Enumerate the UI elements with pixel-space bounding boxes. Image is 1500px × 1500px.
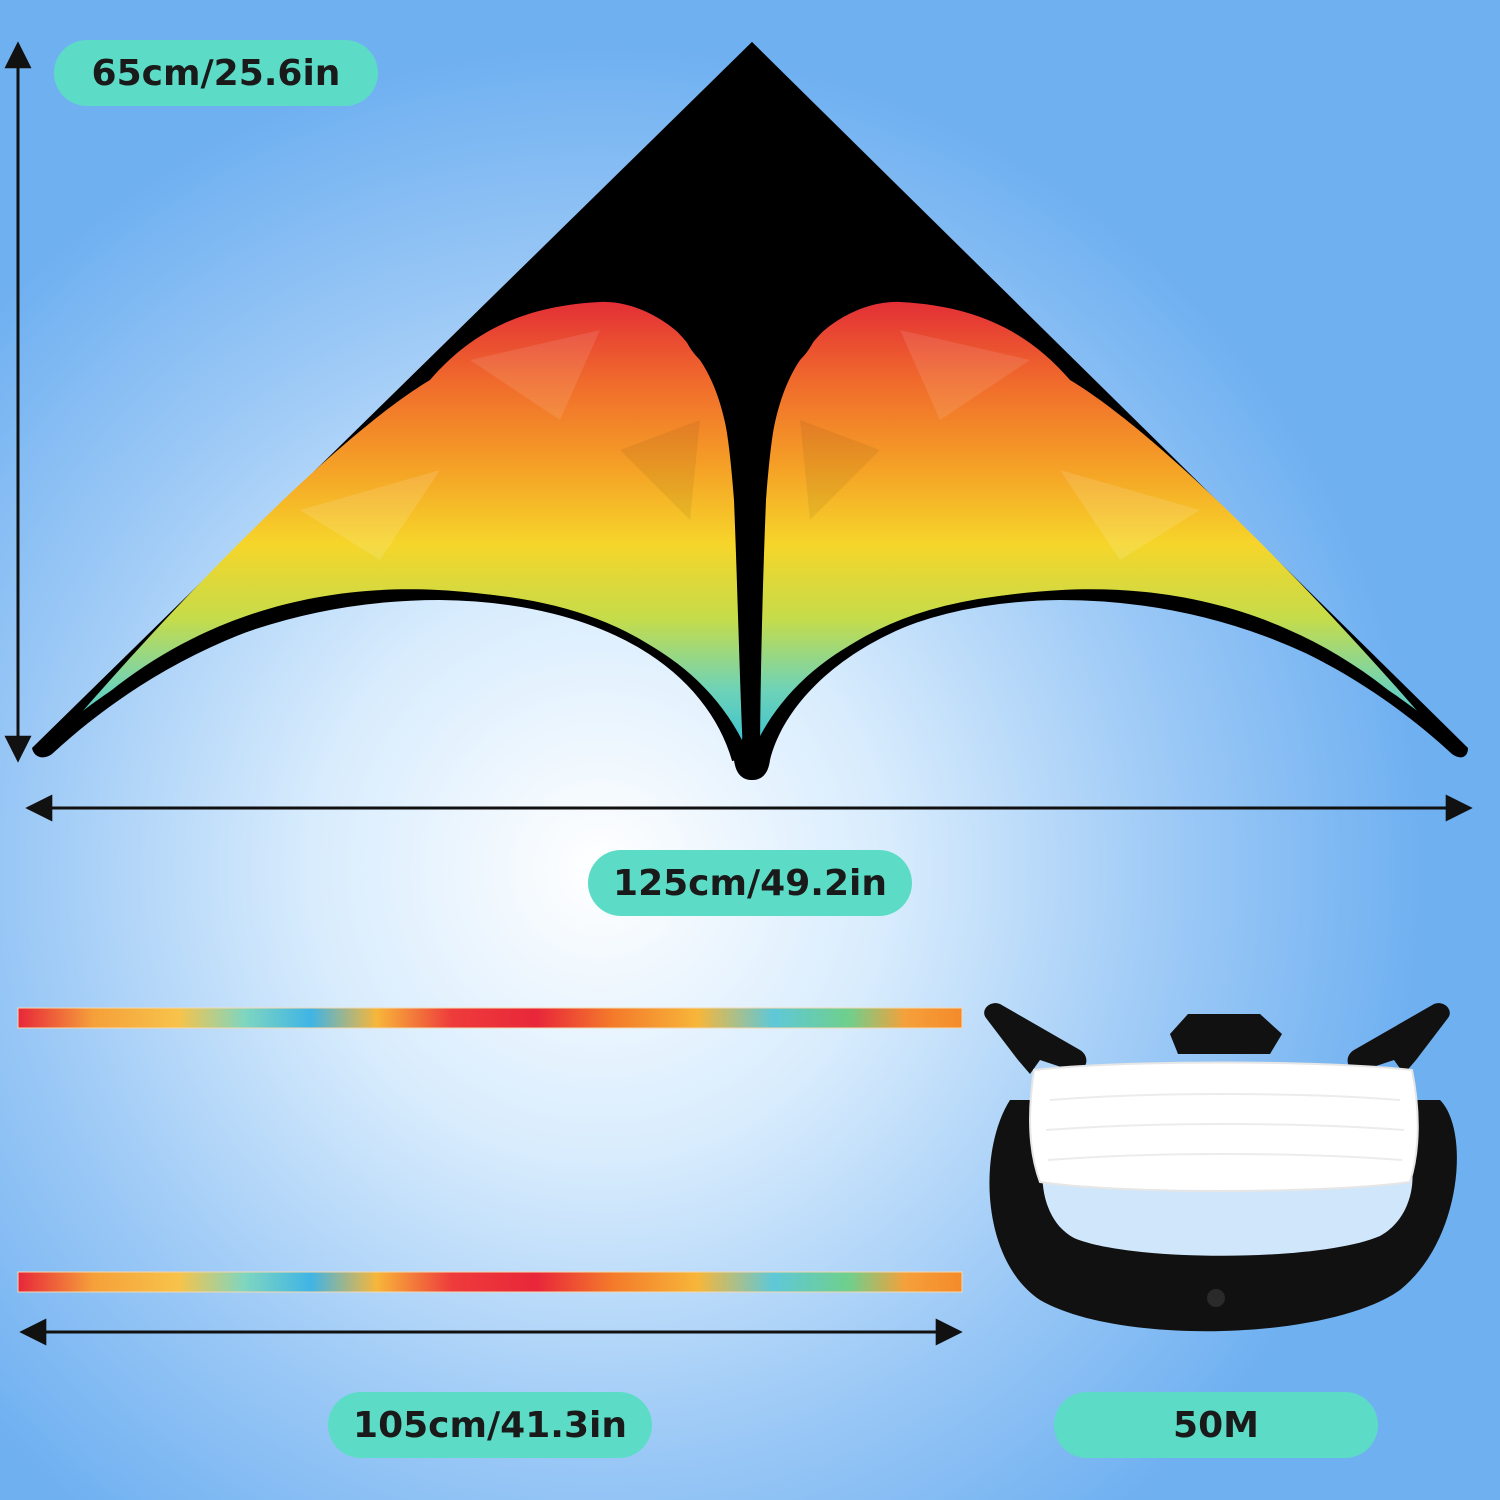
- kite-height-label: 65cm/25.6in: [54, 40, 378, 106]
- delta-kite-icon: [32, 42, 1468, 780]
- tail-ribbon-1: [18, 1008, 962, 1028]
- kite-reel-icon: [984, 1003, 1457, 1332]
- line-length-label: 50M: [1054, 1392, 1378, 1458]
- tail-length-label: 105cm/41.3in: [328, 1392, 652, 1458]
- tail-ribbon-2: [18, 1272, 962, 1292]
- tail-ribbon-icon: [17, 1007, 963, 1293]
- kite-width-label: 125cm/49.2in: [588, 850, 912, 916]
